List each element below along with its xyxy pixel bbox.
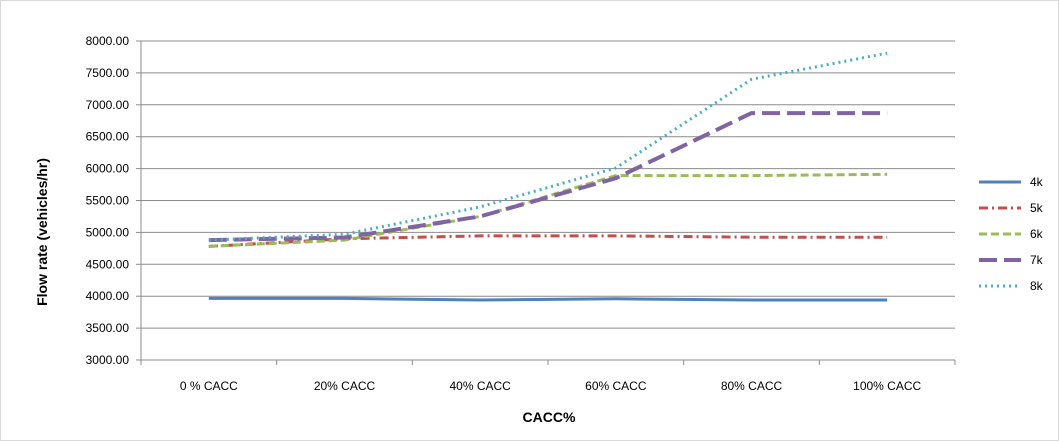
y-tick-label: 6500.00 bbox=[86, 130, 130, 144]
y-tick-label: 5500.00 bbox=[86, 194, 130, 208]
y-axis-title: Flow rate (vehicles/hr) bbox=[34, 158, 50, 306]
x-tick-labels: 0 % CACC 20% CACC 40% CACC 60% CACC 80% CACC… bbox=[180, 379, 922, 393]
series-line-5k bbox=[208, 234, 888, 248]
x-tick-label: 20% CACC bbox=[314, 379, 376, 393]
x-tick-label: 40% CACC bbox=[449, 379, 511, 393]
y-tick-label: 7000.00 bbox=[86, 98, 130, 112]
x-tick-label: 80% CACC bbox=[721, 379, 783, 393]
axes bbox=[140, 41, 956, 365]
x-tick-label: 0 % CACC bbox=[180, 379, 238, 393]
x-tick-label: 100% CACC bbox=[853, 379, 921, 393]
y-tick-label: 7500.00 bbox=[86, 66, 130, 80]
y-tick-label: 3500.00 bbox=[86, 321, 130, 335]
legend: 4k 5k 6k 7k 8k bbox=[979, 175, 1044, 293]
y-tick-label: 4000.00 bbox=[86, 289, 130, 303]
legend-label-6k: 6k bbox=[1030, 227, 1044, 241]
x-axis-title: CACC% bbox=[523, 409, 576, 425]
y-tick-label: 5000.00 bbox=[86, 225, 130, 239]
series-line-6k bbox=[208, 172, 888, 248]
series-line-4k bbox=[208, 296, 888, 302]
series-line-8k bbox=[208, 51, 888, 242]
legend-label-8k: 8k bbox=[1030, 279, 1044, 293]
series-lines bbox=[208, 51, 888, 302]
legend-label-4k: 4k bbox=[1030, 175, 1044, 189]
series-line-7k bbox=[208, 111, 888, 243]
y-tick-label: 8000.00 bbox=[86, 34, 130, 48]
y-tick-labels: 8000.00 7500.00 7000.00 6500.00 6000.00 5500.… bbox=[86, 34, 130, 367]
x-tick-label: 60% CACC bbox=[585, 379, 647, 393]
y-tick-label: 3000.00 bbox=[86, 353, 130, 367]
legend-label-5k: 5k bbox=[1030, 201, 1044, 215]
y-tick-label: 4500.00 bbox=[86, 257, 130, 271]
legend-label-7k: 7k bbox=[1030, 253, 1044, 267]
y-tick-label: 6000.00 bbox=[86, 162, 130, 176]
